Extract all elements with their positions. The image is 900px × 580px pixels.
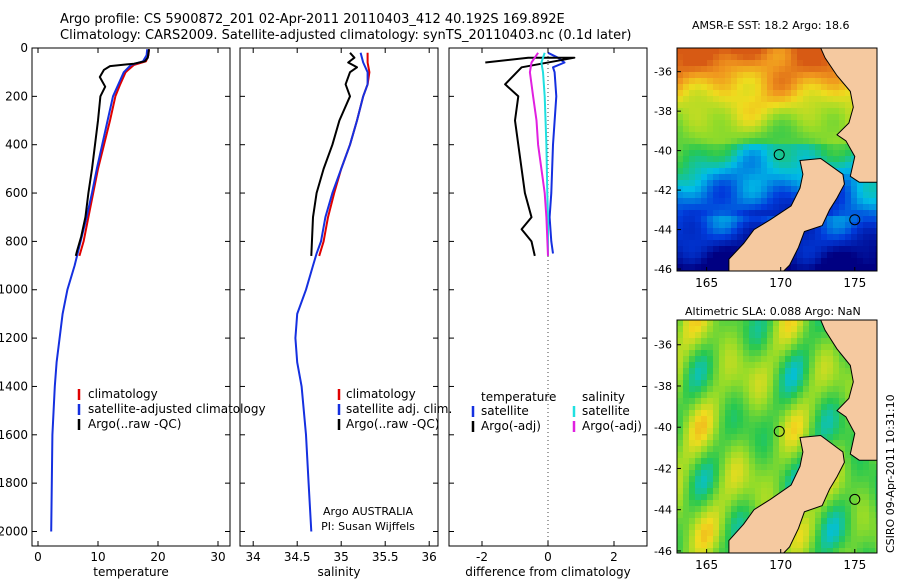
sst-map-title: AMSR-E SST: 18.2 Argo: 18.6 (692, 19, 850, 32)
x-tick-label: -2 (476, 550, 488, 564)
x-tick-label: 165 (695, 276, 718, 290)
sla-map-title: Altimetric SLA: 0.088 Argo: NaN (685, 305, 861, 318)
x-tick-label: 175 (843, 558, 866, 572)
x-tick-label: 34 (246, 550, 261, 564)
y-tick-label: -38 (654, 105, 672, 118)
profile-location-marker (849, 214, 861, 226)
y-tick-label: 1000 (0, 283, 28, 297)
profile-location-marker (773, 149, 785, 161)
legend-label: climatology (346, 387, 416, 401)
figure-title-line-2: Climatology: CARS2009. Satellite-adjuste… (60, 28, 632, 43)
legend-label: climatology (88, 387, 158, 401)
series-line-temperature-satellite (547, 51, 566, 254)
y-tick-label: 400 (5, 138, 28, 152)
legend-label: satellite (582, 404, 630, 418)
x-tick-label: 35 (334, 550, 349, 564)
y-tick-label: -44 (654, 224, 672, 237)
figure-title-line-1: Argo profile: CS 5900872_201 02-Apr-2011… (60, 12, 565, 27)
legend-label: Argo(..raw -QC) (88, 417, 181, 431)
x-tick-label: 35.5 (372, 550, 399, 564)
y-tick-label: -46 (654, 545, 672, 558)
sst-field (677, 48, 877, 271)
north-island-landmass (820, 320, 877, 461)
y-tick-label: -42 (654, 462, 672, 475)
pi-annotation: PI: Susan Wijffels (321, 520, 415, 533)
legend-label: satellite (481, 404, 529, 418)
series-line-satellite-adj-clim- (294, 52, 369, 532)
series-line-argo-raw-qc- (310, 52, 358, 256)
y-tick-label: -40 (654, 145, 672, 158)
salinity-panel: 34 34.5 35 35.5 36 salinity (239, 47, 439, 579)
x-tick-label: 30 (210, 550, 225, 564)
x-tick-label: 165 (695, 558, 718, 572)
y-tick-label: 1800 (0, 476, 28, 490)
temperature-panel: 0 10 20 30 temperature 0 200 400 600 800 1000 1200 1… (0, 41, 231, 579)
north-island-landmass (820, 48, 877, 183)
sst-map-panel: 165 170 175 -36 -38 -40 -42 -44 -46 (654, 47, 878, 290)
legend-label: Argo(..raw -QC) (346, 417, 439, 431)
legend-label: satellite adj. clim. (346, 402, 452, 416)
series-line-argo-raw-qc- (74, 49, 150, 257)
y-tick-label: 600 (5, 186, 28, 200)
legend-label: Argo(-adj) (582, 419, 642, 433)
y-tick-label: -42 (654, 184, 672, 197)
x-axis-label: temperature (93, 565, 168, 579)
y-tick-label: -44 (654, 504, 672, 517)
y-tick-label: 1400 (0, 379, 28, 393)
y-tick-label: -46 (654, 263, 672, 276)
series-line-climatology (318, 52, 371, 257)
sla-map-panel: 165 170 175 -36 -38 -40 -42 -44 -46 (654, 319, 878, 572)
x-tick-label: 36 (422, 550, 437, 564)
legend-label: satellite-adjusted climatology (88, 402, 266, 416)
x-tick-label: 20 (150, 550, 165, 564)
y-tick-label: 0 (20, 41, 28, 55)
salinity-axes-frame (239, 47, 439, 547)
y-tick-label: 1600 (0, 428, 28, 442)
series-line-satellite-adjusted-climatology (50, 49, 149, 532)
x-axis-label: difference from climatology (465, 565, 631, 579)
sla-field (677, 320, 877, 553)
x-axis-label: salinity (317, 565, 360, 579)
y-tick-label: -36 (654, 66, 672, 79)
series-line-salinity-argo-adj- (528, 52, 549, 256)
x-tick-label: 0 (544, 550, 552, 564)
south-island-landmass (728, 434, 845, 553)
legend-group-title: temperature (481, 390, 556, 404)
y-tick-label: 800 (5, 234, 28, 248)
x-tick-label: 34.5 (284, 550, 311, 564)
temperature-axes-frame (31, 47, 231, 547)
x-tick-label: 170 (769, 276, 792, 290)
legend-label: Argo(-adj) (481, 419, 541, 433)
profile-location-marker (773, 425, 785, 437)
x-tick-label: 175 (843, 276, 866, 290)
x-tick-label: 170 (769, 558, 792, 572)
x-tick-label: 0 (34, 550, 42, 564)
x-tick-label: 10 (90, 550, 105, 564)
y-tick-label: 200 (5, 89, 28, 103)
y-tick-label: -40 (654, 421, 672, 434)
y-tick-label: 2000 (0, 524, 28, 538)
y-tick-label: -38 (654, 380, 672, 393)
south-island-landmass (728, 157, 845, 271)
difference-legend: temperaturesatelliteArgo(-adj)salinitysa… (471, 390, 642, 433)
sst-map-frame (676, 47, 878, 272)
series-line-climatology (78, 49, 150, 257)
series-line-temperature-argo-adj- (485, 56, 576, 257)
sla-map-frame (676, 319, 878, 554)
legend-group-title: salinity (582, 390, 625, 404)
y-tick-label: 1200 (0, 331, 28, 345)
float-program-annotation: Argo AUSTRALIA (323, 505, 413, 518)
x-tick-label: 2 (610, 550, 618, 564)
profile-location-marker (849, 493, 861, 505)
y-tick-label: -36 (654, 339, 672, 352)
